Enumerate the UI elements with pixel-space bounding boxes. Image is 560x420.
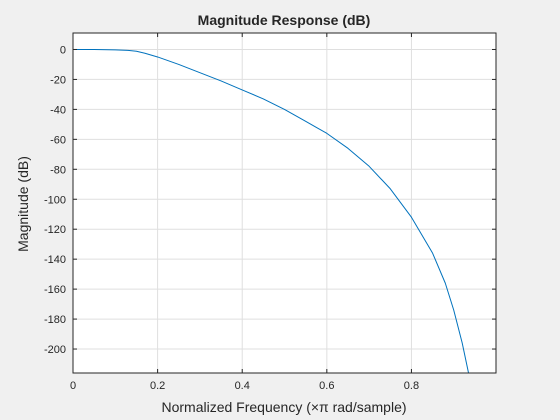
y-tick-label: -80	[50, 164, 66, 176]
x-tick-label: 0.6	[319, 380, 334, 392]
grid-lines	[73, 33, 496, 373]
series-group	[73, 48, 470, 374]
plot-area	[73, 33, 496, 373]
magnitude-line	[73, 48, 470, 374]
chart-title: Magnitude Response (dB)	[198, 12, 371, 28]
y-tick-label: 0	[60, 44, 66, 56]
y-tick-label: -40	[50, 104, 66, 116]
x-axis-label: Normalized Frequency (×π rad/sample)	[161, 399, 406, 415]
y-axis-label: Magnitude (dB)	[15, 156, 31, 252]
axes-box	[72, 32, 497, 374]
y-tick-label: -60	[50, 134, 66, 146]
x-tick-label: 0.2	[150, 380, 165, 392]
x-tick-label: 0.4	[235, 380, 250, 392]
x-tick-label: 0	[70, 380, 76, 392]
y-tick-label: -140	[44, 254, 66, 266]
y-tick-label: -200	[44, 344, 66, 356]
y-tick-label: -100	[44, 194, 66, 206]
y-tick-label: -160	[44, 284, 66, 296]
x-tick-labels: 0 0.2 0.4 0.6 0.8	[70, 380, 419, 392]
y-tick-label: -20	[50, 74, 66, 86]
x-tick-label: 0.8	[404, 380, 419, 392]
y-tick-label: -180	[44, 314, 66, 326]
y-tick-label: -120	[44, 224, 66, 236]
y-tick-labels: 0 -20 -40 -60 -80 -100 -120 -140 -160 -180 -200	[44, 44, 66, 356]
tick-marks	[72, 33, 496, 373]
